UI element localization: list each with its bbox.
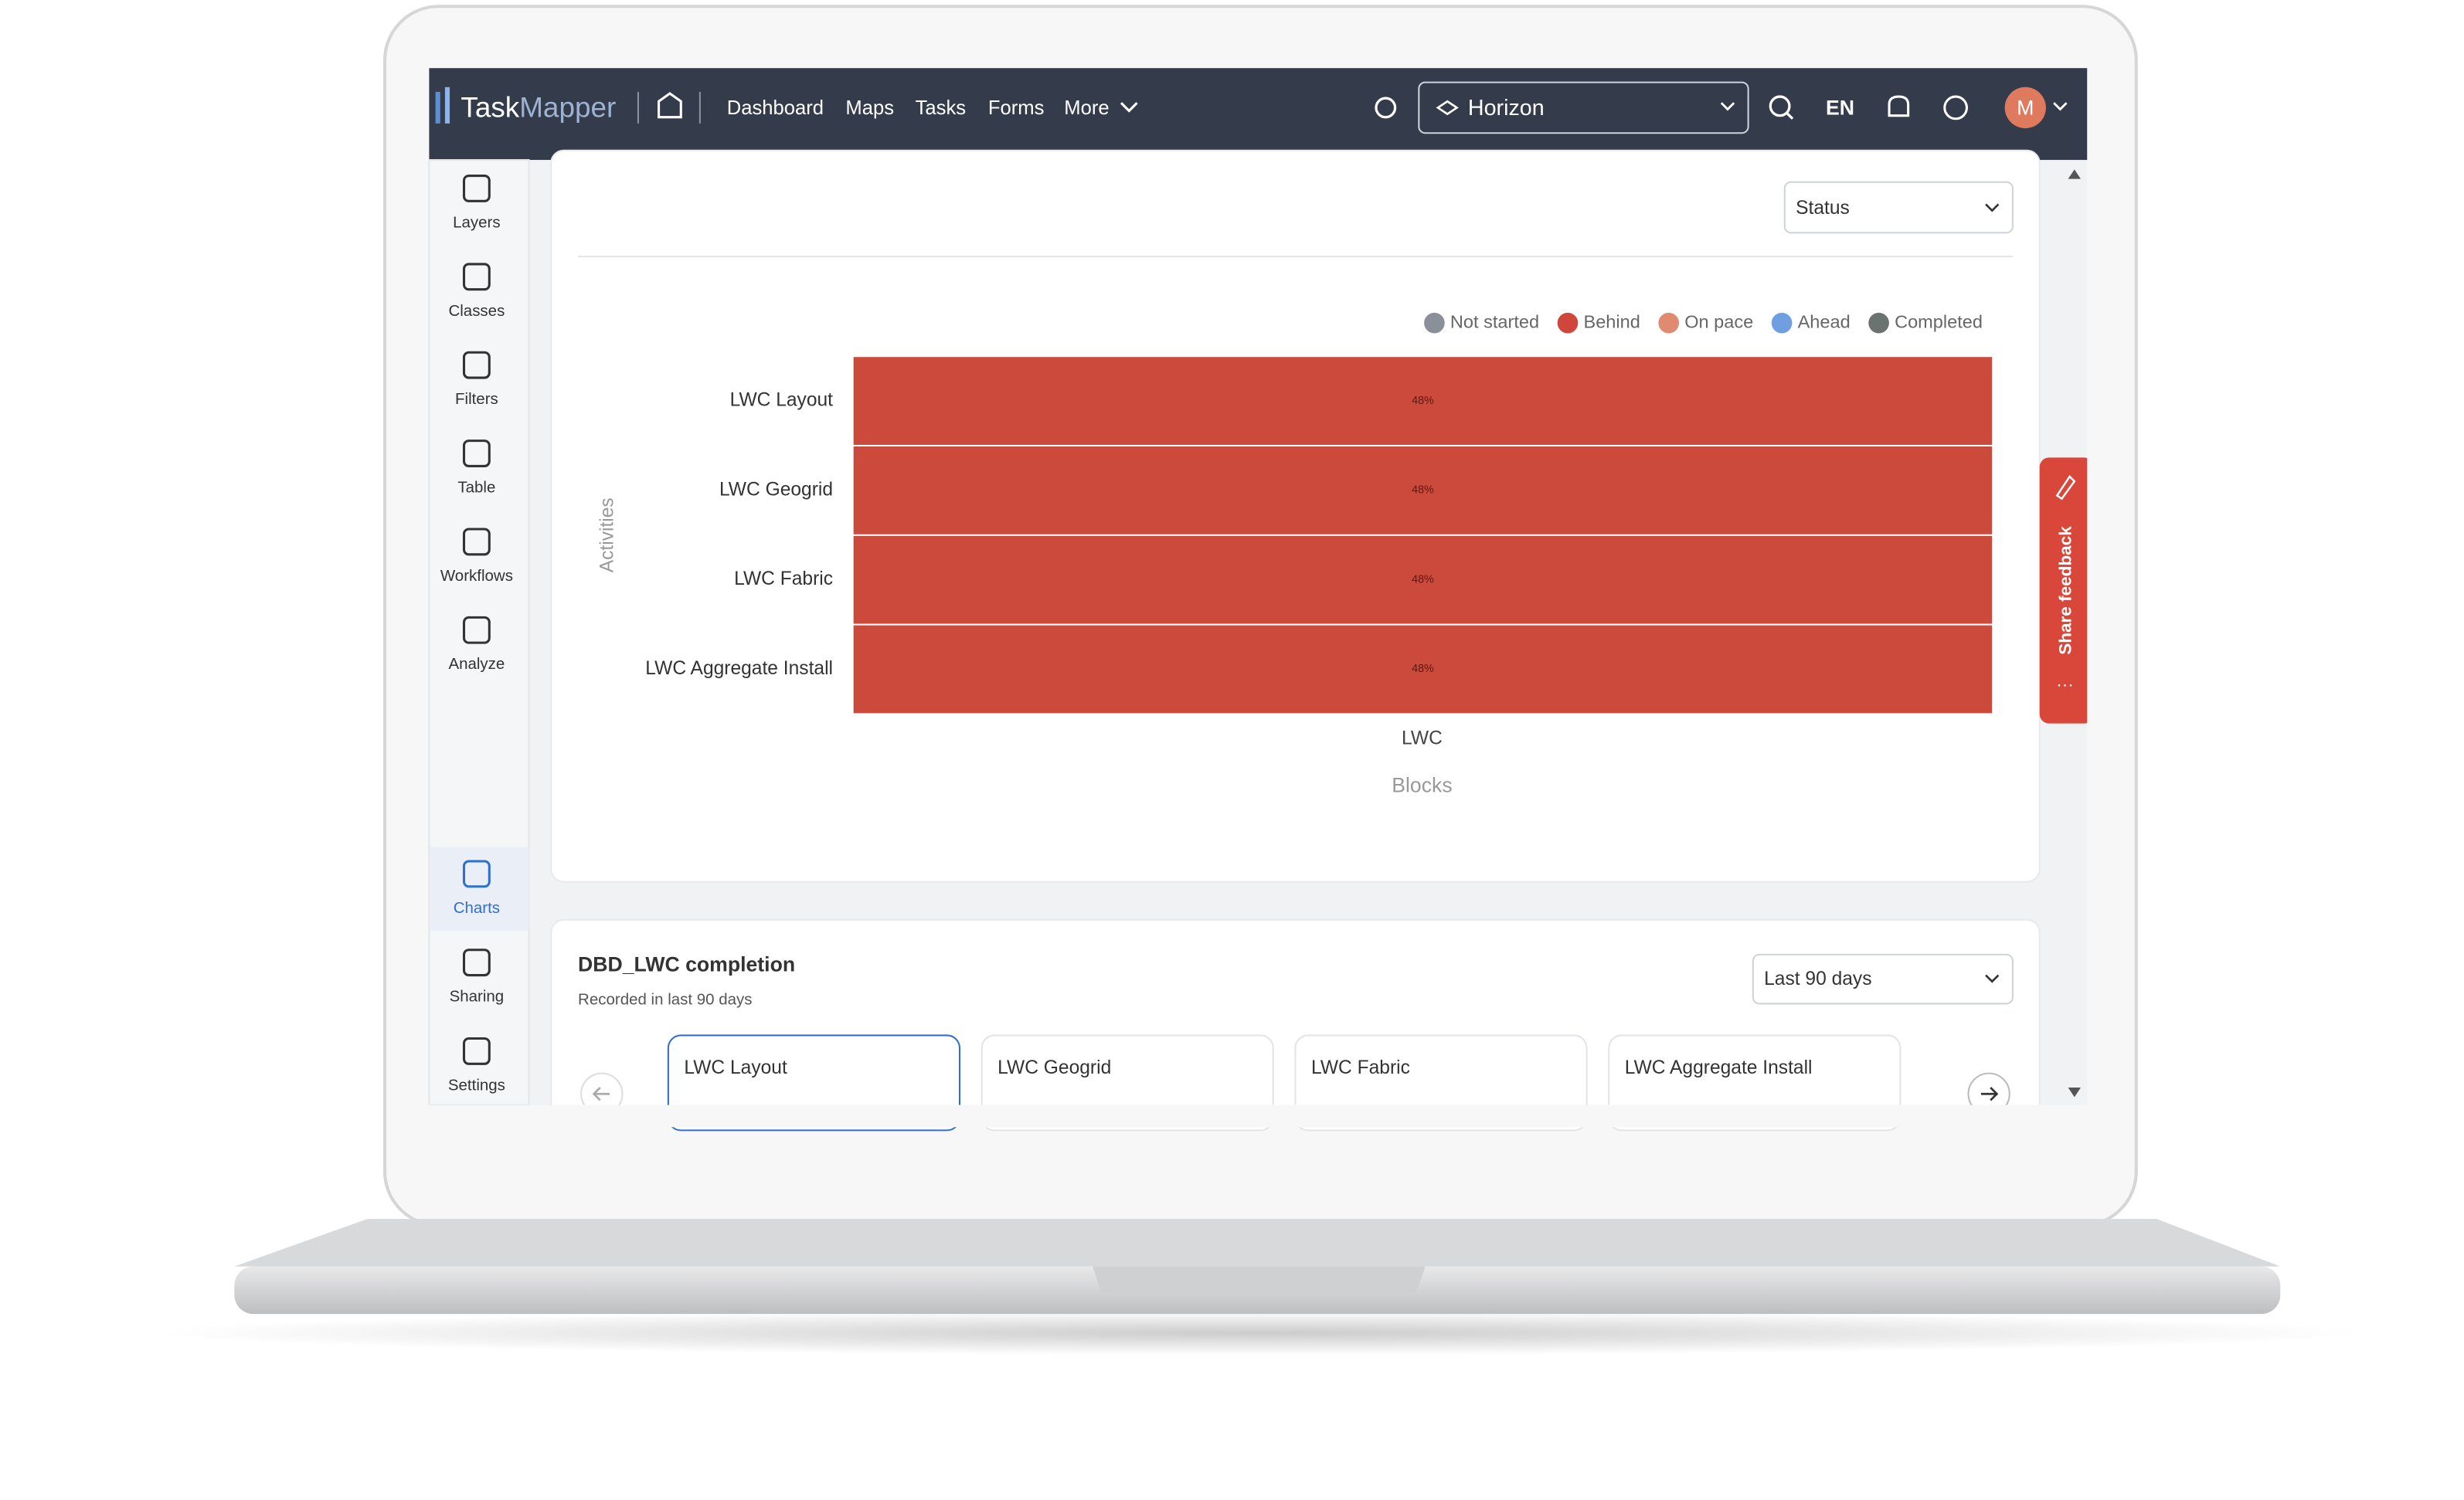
arrow bbox=[1980, 1087, 1999, 1101]
sidebar-item[interactable]: Analyze bbox=[448, 655, 505, 673]
bezel-edge bbox=[2087, 453, 2103, 730]
chevron bbox=[1720, 102, 1735, 111]
sidebar-icon bbox=[462, 439, 491, 467]
y-tick-label: LWC Layout bbox=[730, 390, 834, 411]
nav-item[interactable]: More bbox=[1064, 97, 1109, 119]
legend-swatch bbox=[1557, 312, 1579, 334]
cell-label: 48% bbox=[1412, 663, 1434, 675]
sidebar-icon bbox=[462, 860, 491, 888]
legend-label: On pace bbox=[1684, 311, 1753, 331]
pencil-icon bbox=[2055, 475, 2076, 501]
keyboard-deck bbox=[234, 1219, 2281, 1267]
x-axis-label: Blocks bbox=[1392, 774, 1452, 797]
search-icon[interactable] bbox=[1769, 95, 1791, 117]
scroll-up[interactable] bbox=[2068, 169, 2082, 179]
arrow bbox=[592, 1087, 610, 1101]
y-tick-label: LWC Aggregate Install bbox=[645, 658, 833, 679]
y-tick-label: LWC Geogrid bbox=[719, 479, 833, 500]
chevron bbox=[1985, 974, 2000, 983]
heatmap-cell bbox=[853, 535, 1993, 624]
heatmap-cell bbox=[853, 357, 1993, 445]
activity-tab-label: LWC Fabric bbox=[1311, 1057, 1410, 1078]
status-select-label: Status bbox=[1796, 198, 1850, 219]
cell-label: 48% bbox=[1412, 484, 1434, 497]
avatar-initial: M bbox=[2017, 97, 2034, 120]
range-select[interactable] bbox=[1752, 953, 2014, 1005]
sidebar-item[interactable]: Settings bbox=[448, 1076, 505, 1094]
activity-tab-label: LWC Layout bbox=[684, 1057, 787, 1078]
feedback-more: ··· bbox=[2056, 674, 2074, 694]
bezel-bottom bbox=[429, 1105, 2088, 1128]
logo-mark bbox=[444, 87, 450, 124]
avatar[interactable] bbox=[2004, 87, 2046, 129]
legend-swatch bbox=[1424, 312, 1445, 334]
sidebar-icon bbox=[462, 175, 491, 202]
range-select-label: Last 90 days bbox=[1764, 969, 1871, 989]
legend-label: Completed bbox=[1895, 311, 1983, 331]
shadow bbox=[150, 1311, 2367, 1356]
logo: TaskMapper bbox=[461, 91, 616, 123]
feedback-label: Share feedback bbox=[2056, 526, 2075, 655]
sidebar-icon bbox=[462, 1037, 491, 1065]
language[interactable]: EN bbox=[1826, 97, 1854, 120]
sidebar-icon bbox=[462, 949, 491, 977]
legend-label: Behind bbox=[1583, 311, 1640, 331]
legend-label: Not started bbox=[1450, 311, 1539, 331]
search-icon bbox=[1785, 111, 1794, 120]
bell-icon[interactable] bbox=[1888, 95, 1910, 117]
active-item-bg bbox=[430, 847, 529, 932]
nav-item[interactable]: Maps bbox=[845, 97, 894, 119]
top-nav bbox=[429, 68, 2088, 161]
x-category: LWC bbox=[1402, 728, 1443, 749]
project-select[interactable] bbox=[1418, 81, 1749, 134]
settings-icon[interactable] bbox=[1375, 97, 1397, 119]
legend-swatch bbox=[1868, 312, 1889, 334]
feedback-tab[interactable] bbox=[2039, 457, 2094, 724]
nav-item[interactable]: Tasks bbox=[916, 97, 966, 119]
y-tick-label: LWC Fabric bbox=[734, 568, 833, 589]
chat-icon[interactable] bbox=[1943, 95, 1968, 120]
chevron bbox=[2053, 102, 2068, 111]
heatmap-cell bbox=[853, 625, 1993, 714]
sidebar bbox=[428, 159, 530, 1106]
sidebar-item[interactable]: Charts bbox=[454, 899, 500, 917]
completion-subtitle: Recorded in last 90 days bbox=[578, 991, 752, 1009]
heatmap-cell bbox=[853, 446, 1993, 535]
nav-item[interactable]: Forms bbox=[988, 97, 1045, 119]
sidebar-icon bbox=[462, 351, 491, 379]
sidebar-item[interactable]: Layers bbox=[453, 213, 500, 231]
sidebar-icon bbox=[462, 263, 491, 291]
notch bbox=[1093, 1266, 1426, 1295]
layer-icon bbox=[1436, 100, 1459, 116]
project-name: Horizon bbox=[1468, 96, 1545, 120]
activity-tab-label: LWC Geogrid bbox=[997, 1057, 1111, 1078]
cell-label: 48% bbox=[1412, 395, 1434, 407]
chevron bbox=[1120, 102, 1138, 113]
sidebar-item[interactable]: Classes bbox=[448, 302, 505, 320]
status-select[interactable] bbox=[1783, 181, 2014, 234]
legend-swatch bbox=[1771, 312, 1793, 334]
y-axis-label: Activities bbox=[597, 497, 618, 572]
sidebar-icon bbox=[462, 528, 491, 556]
completion-title: DBD_LWC completion bbox=[578, 952, 795, 976]
chevron bbox=[1985, 203, 2000, 212]
cell-label: 48% bbox=[1412, 573, 1434, 585]
legend-swatch bbox=[1658, 312, 1680, 334]
sidebar-item[interactable]: Sharing bbox=[450, 988, 505, 1006]
home-icon[interactable] bbox=[658, 92, 682, 119]
sidebar-item[interactable]: Table bbox=[457, 479, 495, 497]
nav-item[interactable]: Dashboard bbox=[727, 97, 824, 119]
logo-mark bbox=[435, 91, 440, 124]
legend-label: Ahead bbox=[1798, 311, 1851, 331]
scroll-down[interactable] bbox=[2068, 1088, 2082, 1098]
activity-tab-label: LWC Aggregate Install bbox=[1625, 1057, 1813, 1078]
sidebar-icon bbox=[462, 616, 491, 644]
sidebar-item[interactable]: Workflows bbox=[440, 567, 513, 585]
sidebar-item[interactable]: Filters bbox=[455, 390, 498, 408]
